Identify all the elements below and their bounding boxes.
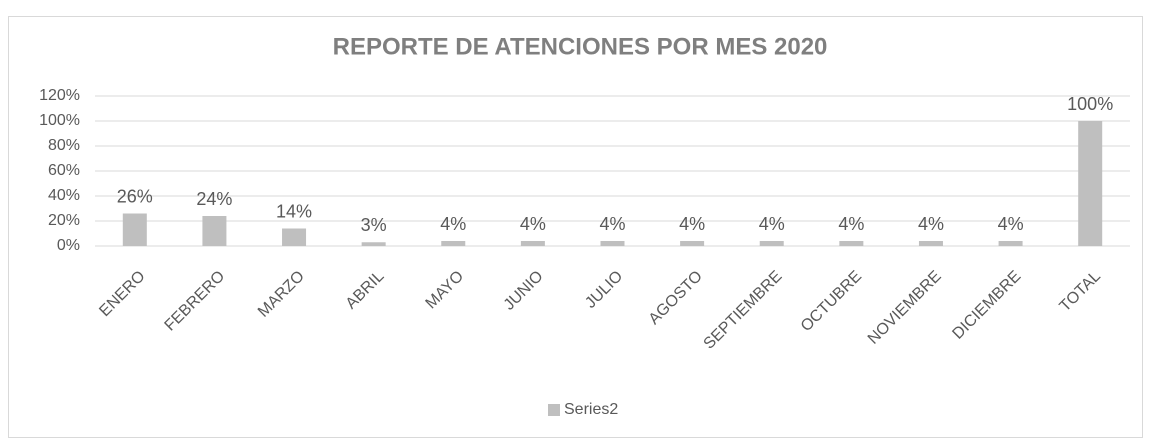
bar	[759, 241, 784, 246]
y-tick-label: 100%	[39, 112, 80, 129]
data-label: 4%	[838, 214, 864, 234]
bar	[122, 213, 147, 246]
bar	[282, 228, 307, 246]
data-label: 26%	[117, 186, 153, 206]
bar	[202, 216, 227, 246]
chart-border	[8, 16, 1143, 438]
bar	[441, 241, 466, 246]
data-label: 14%	[276, 201, 312, 221]
bar	[918, 241, 943, 246]
bar	[520, 241, 545, 246]
data-label: 4%	[440, 214, 466, 234]
data-label: 100%	[1067, 94, 1113, 114]
y-tick-label: 60%	[48, 162, 80, 179]
data-label: 4%	[679, 214, 705, 234]
bar	[361, 242, 386, 246]
data-label: 4%	[520, 214, 546, 234]
bar	[998, 241, 1023, 246]
data-label: 4%	[998, 214, 1024, 234]
data-label: 4%	[759, 214, 785, 234]
y-tick-label: 80%	[48, 137, 80, 154]
legend-label: Series2	[564, 401, 618, 418]
y-tick-label: 40%	[48, 187, 80, 204]
legend-swatch	[548, 404, 560, 416]
data-label: 4%	[599, 214, 625, 234]
data-label: 3%	[361, 215, 387, 235]
bar	[680, 241, 705, 246]
data-label: 24%	[196, 189, 232, 209]
bar	[600, 241, 625, 246]
y-tick-label: 120%	[39, 87, 80, 104]
y-tick-label: 0%	[57, 237, 80, 254]
chart-title: REPORTE DE ATENCIONES POR MES 2020	[333, 33, 828, 60]
data-label: 4%	[918, 214, 944, 234]
bar	[839, 241, 864, 246]
y-tick-label: 20%	[48, 212, 80, 229]
bar	[1078, 121, 1103, 246]
